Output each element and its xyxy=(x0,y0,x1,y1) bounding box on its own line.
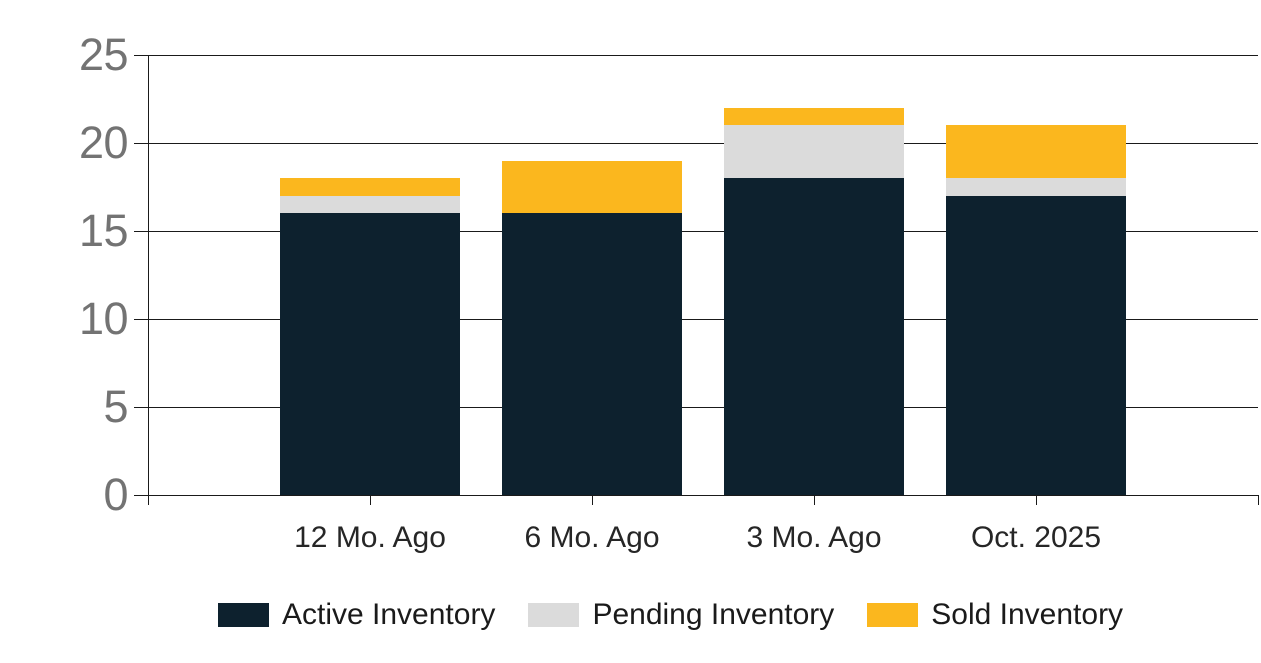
x-axis-label: Oct. 2025 xyxy=(970,521,1102,554)
y-axis-label: 0 xyxy=(103,469,128,520)
gridline xyxy=(148,495,1258,496)
bar-segment-sold-inventory xyxy=(724,107,904,126)
legend-label: Active Inventory xyxy=(282,598,496,631)
x-axis-label: 6 Mo. Ago xyxy=(524,521,660,554)
legend-item-active-inventory: Active Inventory xyxy=(218,599,495,631)
y-axis-tick xyxy=(134,495,148,496)
bar-segment-active-inventory xyxy=(502,213,682,495)
legend-label: Sold Inventory xyxy=(931,598,1124,631)
y-axis-tick xyxy=(134,143,148,144)
y-axis-tick xyxy=(134,319,148,320)
y-axis-label: 20 xyxy=(78,117,129,168)
y-axis-tick xyxy=(134,55,148,56)
legend-swatch-icon xyxy=(218,603,269,627)
gridline xyxy=(148,231,1258,232)
bar-segment-pending-inventory xyxy=(724,125,904,179)
y-axis-tick xyxy=(134,231,148,232)
bar-segment-sold-inventory xyxy=(502,160,682,214)
y-axis-label: 5 xyxy=(103,381,128,432)
bar-segment-active-inventory xyxy=(724,178,904,495)
x-axis-tick xyxy=(592,495,593,505)
gridline xyxy=(148,55,1258,56)
gridline xyxy=(148,407,1258,408)
bar-segment-active-inventory xyxy=(946,195,1126,495)
legend-item-sold-inventory: Sold Inventory xyxy=(867,599,1123,631)
legend-swatch-icon xyxy=(528,603,580,627)
legend-item-pending-inventory: Pending Inventory xyxy=(528,599,834,631)
x-axis-tick xyxy=(814,495,815,505)
chart-legend: Active Inventory Pending Inventory Sold In… xyxy=(218,599,1123,631)
x-axis-tick xyxy=(1036,495,1037,505)
y-axis-label: 10 xyxy=(78,293,129,344)
x-axis-tick xyxy=(1258,495,1259,505)
legend-swatch-icon xyxy=(867,603,919,627)
gridline xyxy=(148,143,1258,144)
bar-segment-pending-inventory xyxy=(946,178,1126,196)
bar-segment-active-inventory xyxy=(280,213,460,495)
legend-label: Pending Inventory xyxy=(592,598,835,631)
y-axis-tick xyxy=(134,407,148,408)
y-axis-label: 25 xyxy=(78,29,129,80)
x-axis-tick xyxy=(370,495,371,505)
x-axis-label: 3 Mo. Ago xyxy=(746,521,882,554)
y-axis-label: 15 xyxy=(78,205,129,256)
x-axis-label: 12 Mo. Ago xyxy=(294,521,446,554)
bar-segment-sold-inventory xyxy=(280,178,460,196)
x-axis-tick xyxy=(148,495,149,505)
y-axis-line xyxy=(148,55,149,504)
bar-segment-sold-inventory xyxy=(946,125,1126,179)
bar-segment-pending-inventory xyxy=(280,195,460,214)
gridline xyxy=(148,319,1258,320)
